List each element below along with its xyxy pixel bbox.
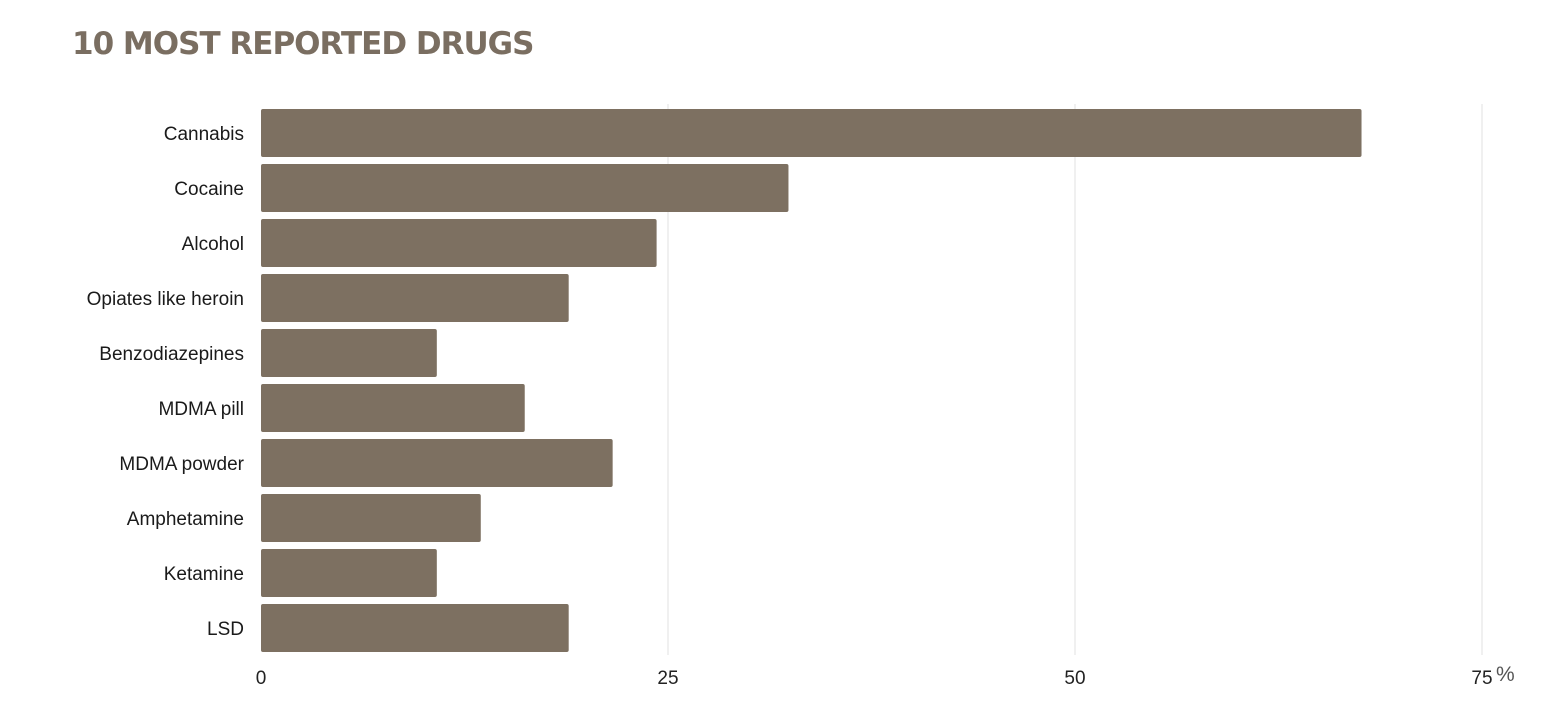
bar-amphetamine (261, 494, 481, 542)
bar-alcohol (261, 219, 657, 267)
bar-mdma-powder (261, 439, 613, 487)
category-label-ketamine: Ketamine (164, 564, 244, 585)
bar-lsd (261, 604, 569, 652)
category-labels: Cannabis Cocaine Alcohol Opiates like heroi… (87, 124, 245, 640)
chart-title: 10 MOST REPORTED DRUGS (72, 26, 534, 62)
x-tick-label-25: 25 (657, 668, 678, 689)
bar-opiates-like-heroin (261, 274, 569, 322)
category-label-mdma-pill: MDMA pill (158, 399, 244, 420)
category-label-cannabis: Cannabis (164, 124, 244, 145)
category-label-mdma-powder: MDMA powder (119, 454, 244, 475)
bar-cannabis (261, 109, 1362, 157)
bar-benzodiazepines (261, 329, 437, 377)
gridlines (667, 104, 1483, 655)
category-label-cocaine: Cocaine (174, 179, 244, 200)
x-axis-ticks: 0 25 50 75% (256, 663, 1515, 689)
x-tick-label-50: 50 (1064, 668, 1085, 689)
category-label-amphetamine: Amphetamine (127, 509, 244, 530)
category-label-opiates-like-heroin: Opiates like heroin (87, 289, 244, 310)
x-tick-label-0: 0 (256, 668, 267, 689)
bar-cocaine (261, 164, 789, 212)
bar-ketamine (261, 549, 437, 597)
bars (261, 109, 1362, 652)
x-tick-label-75: 75 (1471, 668, 1492, 689)
category-label-lsd: LSD (207, 619, 244, 640)
category-label-benzodiazepines: Benzodiazepines (99, 344, 244, 365)
x-axis-unit-label: % (1496, 663, 1515, 686)
category-label-alcohol: Alcohol (182, 234, 244, 255)
bar-mdma-pill (261, 384, 525, 432)
